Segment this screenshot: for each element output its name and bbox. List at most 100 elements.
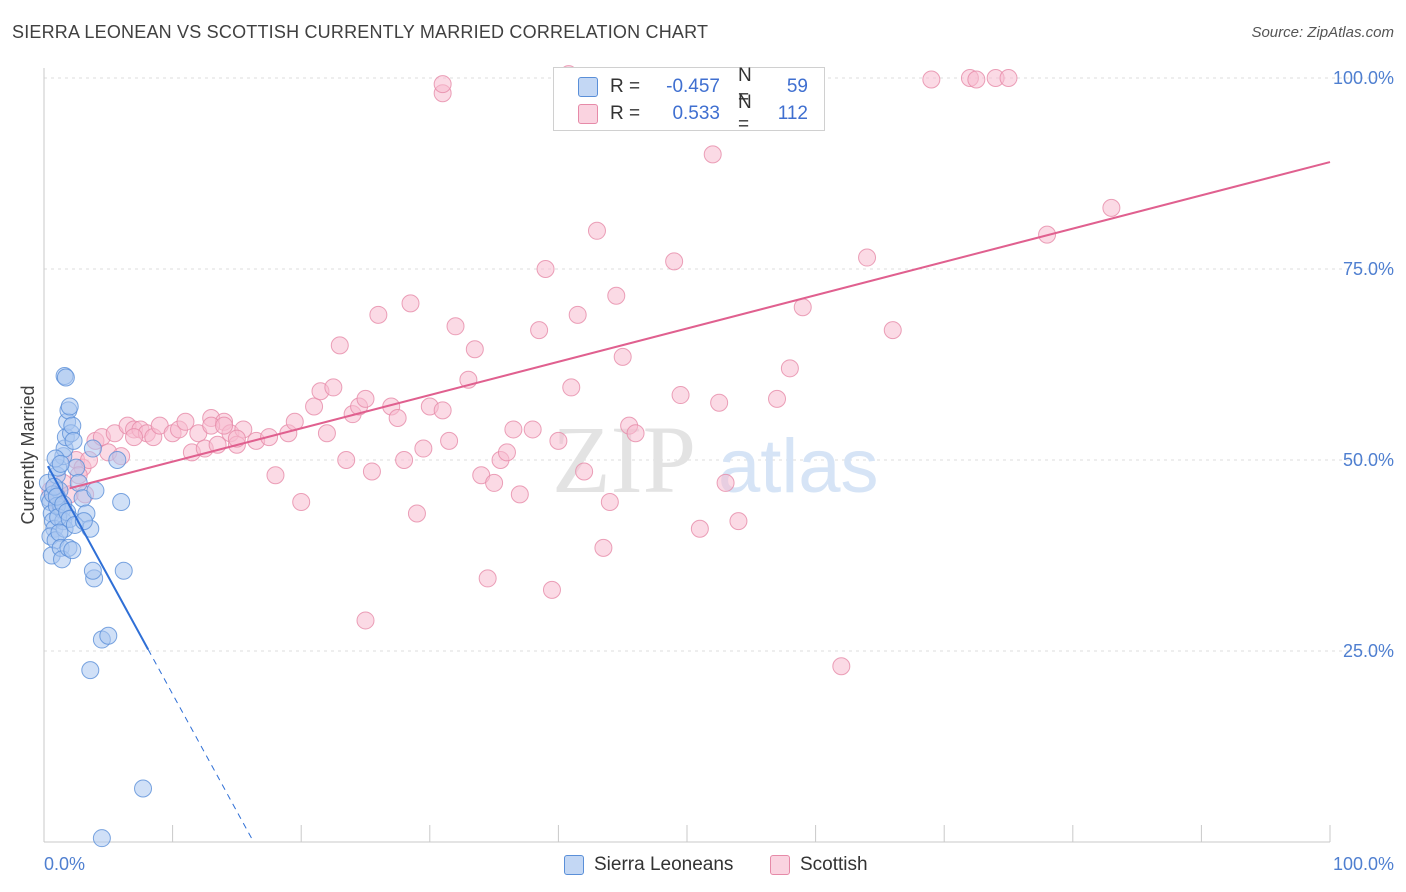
sierra-leonean-point xyxy=(69,473,88,492)
scottish-point xyxy=(395,451,414,469)
scottish-point xyxy=(729,512,748,531)
scottish-point xyxy=(530,321,549,340)
scottish-point xyxy=(780,359,799,378)
scottish-point xyxy=(485,473,504,492)
scottish-point xyxy=(292,493,311,512)
sierra-leonean-point xyxy=(51,454,70,473)
scottish-point xyxy=(176,412,195,431)
scottish-point xyxy=(549,431,568,450)
scottish-point xyxy=(465,340,484,359)
scottish-point xyxy=(510,485,529,504)
scottish-trend-line xyxy=(69,161,1331,490)
sierra-leonean-point xyxy=(63,541,82,560)
scottish-point xyxy=(227,429,246,448)
watermark-atlas: atlas xyxy=(718,424,879,509)
legend-n-value: 59 xyxy=(786,76,808,97)
scottish-point xyxy=(478,569,497,588)
series-legend-scottish[interactable]: Scottish xyxy=(770,852,868,878)
scottish-point xyxy=(999,69,1018,87)
legend-row-scottish: R = 0.533 N = 112 xyxy=(578,92,808,135)
scottish-point xyxy=(768,389,787,408)
sierra-leonean-point xyxy=(67,458,86,477)
scottish-point xyxy=(665,252,684,271)
scottish-point xyxy=(362,462,381,481)
legend-row-sierra-leonean: R = -0.457 N = 59 xyxy=(578,65,808,108)
scottish-point xyxy=(401,294,420,313)
legend-n-value: 112 xyxy=(777,103,808,124)
scottish-point xyxy=(305,397,324,416)
y-tick-label: 100.0% xyxy=(1333,68,1394,88)
scottish-point xyxy=(330,336,349,355)
legend-r-value: -0.457 xyxy=(666,76,720,97)
legend-n-label: N = xyxy=(738,65,752,108)
scottish-point xyxy=(710,393,729,412)
gridlines xyxy=(44,77,1392,652)
sierra-leonean-point xyxy=(83,439,102,458)
scottish-point xyxy=(356,389,375,408)
scottish-point xyxy=(613,347,632,366)
scottish-point xyxy=(407,504,426,523)
scottish-point xyxy=(883,321,902,340)
scottish-point xyxy=(858,248,877,267)
sierra-leonean-point xyxy=(63,416,82,435)
scottish-point xyxy=(703,145,722,164)
scottish-point xyxy=(594,538,613,557)
y-tick-label: 50.0% xyxy=(1343,450,1394,470)
scottish-point xyxy=(215,416,234,435)
sierra-leonean-trend-line xyxy=(46,465,150,650)
scottish-point xyxy=(1102,198,1121,217)
legend-r-label: R = xyxy=(610,76,641,97)
trend-lines xyxy=(46,161,1331,843)
legend-r-label: R = xyxy=(610,103,641,124)
scottish-point xyxy=(536,260,555,278)
scottish-point xyxy=(356,611,375,630)
scottish-point xyxy=(542,580,561,599)
scottish-point xyxy=(568,305,587,324)
scottish-point xyxy=(671,386,690,405)
x-tick-label-max: 100.0% xyxy=(1333,854,1394,874)
scottish-point xyxy=(575,462,594,481)
scottish-point xyxy=(607,286,626,305)
sierra-leonean-point xyxy=(86,481,105,500)
sierra-leonean-point xyxy=(134,779,153,798)
scottish-point xyxy=(600,493,619,512)
scottish-point xyxy=(690,519,709,538)
x-tick-label-min: 0.0% xyxy=(44,854,85,874)
scottish-point xyxy=(504,420,523,439)
sierra-leonean-point xyxy=(114,561,133,580)
sierra-leonean-point xyxy=(112,493,131,512)
legend-swatch-blue xyxy=(578,77,598,97)
sierra-leonean-point xyxy=(56,368,75,387)
scottish-point xyxy=(446,317,465,336)
sierra-leonean-point xyxy=(60,397,79,416)
sierra-leonean-point xyxy=(92,829,111,848)
y-tick-label: 25.0% xyxy=(1343,641,1394,661)
y-tick-labels: 25.0% 50.0% 75.0% 100.0% xyxy=(1333,68,1394,661)
scottish-point xyxy=(388,408,407,427)
sierra-leonean-point xyxy=(99,626,118,645)
scottish-point xyxy=(716,473,735,492)
chart-title: SIERRA LEONEAN VS SCOTTISH CURRENTLY MAR… xyxy=(12,22,709,42)
series-legend-label: Sierra Leoneans xyxy=(594,854,734,875)
scottish-point xyxy=(562,378,581,397)
y-axis-title: Currently Married xyxy=(18,385,38,524)
sierra-leonean-point xyxy=(108,451,127,469)
scottish-point xyxy=(587,221,606,240)
scottish-point xyxy=(369,305,388,324)
legend-swatch-blue xyxy=(564,855,584,875)
sierra-leonean-point xyxy=(64,431,83,450)
scottish-point xyxy=(414,439,433,458)
legend-r-value: 0.533 xyxy=(672,103,720,124)
scottish-points xyxy=(41,65,1121,676)
scottish-point xyxy=(523,420,542,439)
scottish-point xyxy=(440,431,459,450)
scottish-point xyxy=(967,70,986,89)
correlation-legend: R = -0.457 N = 59 R = 0.533 N = 112 xyxy=(553,65,825,135)
scottish-point xyxy=(266,466,285,485)
sierra-leonean-point xyxy=(81,661,100,680)
scottish-point xyxy=(433,75,452,94)
scottish-point xyxy=(317,424,336,443)
series-legend-sierra-leoneans[interactable]: Sierra Leoneans xyxy=(564,852,733,878)
scottish-point xyxy=(793,298,812,317)
